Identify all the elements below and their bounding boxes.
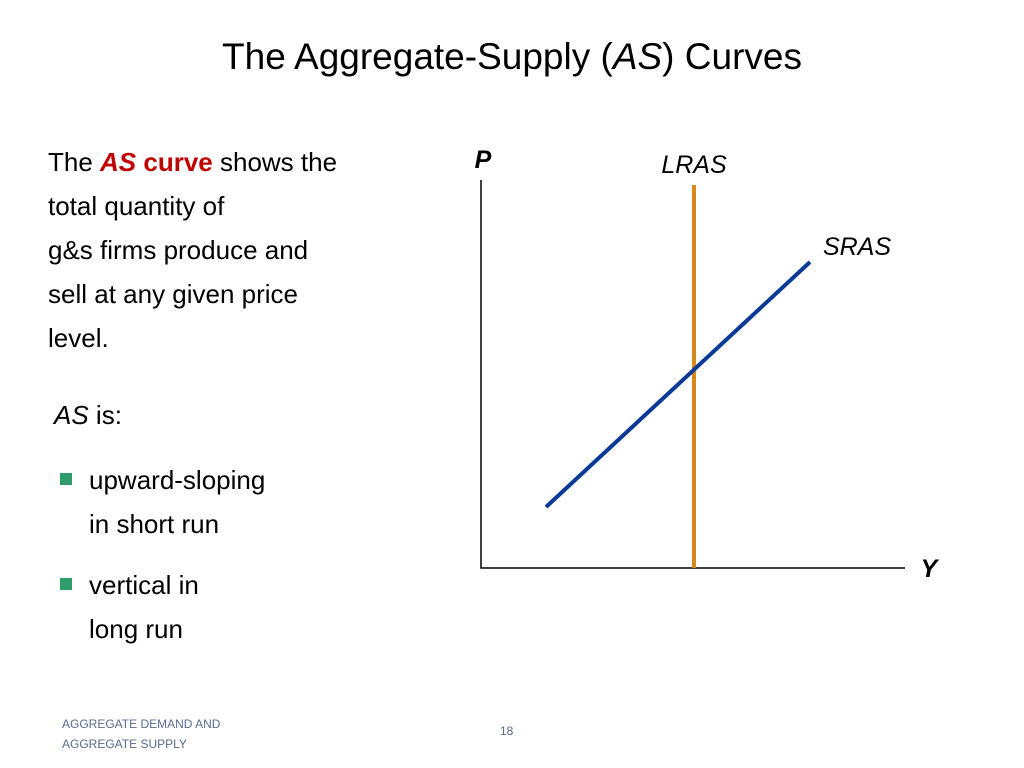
subhead-run: AS [54, 400, 89, 430]
title-run: ) Curves [662, 36, 802, 77]
intro-text: The AS curve shows the total quantity of g… [48, 140, 337, 360]
bullet-marker [60, 578, 72, 590]
intro-term: curve [136, 147, 213, 177]
subhead-run: is: [88, 400, 122, 430]
as-diagram: P Y LRAS SRAS [475, 146, 940, 583]
title-run: AS [612, 36, 663, 77]
bullet-text: upward-sloping in short run [89, 458, 265, 546]
bullet-marker [60, 473, 72, 485]
curve-label: SRAS [823, 233, 891, 261]
title-run: The Aggregate-Supply ( [222, 36, 613, 77]
x-axis-label: Y [921, 555, 940, 583]
footer: AGGREGATE DEMAND AND AGGREGATE SUPPLY [62, 714, 220, 754]
intro-line: g&s firms produce and [48, 235, 309, 265]
intro-term: AS [100, 147, 137, 177]
intro-line: total quantity of [48, 191, 225, 221]
sras-curve [544, 260, 812, 509]
page-number: 18 [500, 724, 514, 738]
subhead: AS is: [54, 400, 122, 431]
footer-line: AGGREGATE DEMAND AND [62, 717, 221, 731]
y-axis-label: P [475, 146, 492, 174]
intro-line: level. [48, 323, 109, 353]
bullet-line: long run [89, 614, 183, 644]
intro-run: The [48, 147, 101, 177]
intro-line: sell at any given price [48, 279, 299, 309]
bullet-line: vertical in [89, 570, 199, 600]
bullet-text: vertical in long run [89, 563, 199, 651]
curve-label: LRAS [661, 151, 727, 179]
footer-line: AGGREGATE SUPPLY [62, 737, 187, 751]
intro-run: shows the [212, 147, 338, 177]
axes [480, 180, 905, 569]
bullet-line: in short run [89, 509, 220, 539]
slide-title: The Aggregate-Supply (AS) Curves [0, 36, 1024, 78]
bullet-line: upward-sloping [89, 465, 266, 495]
